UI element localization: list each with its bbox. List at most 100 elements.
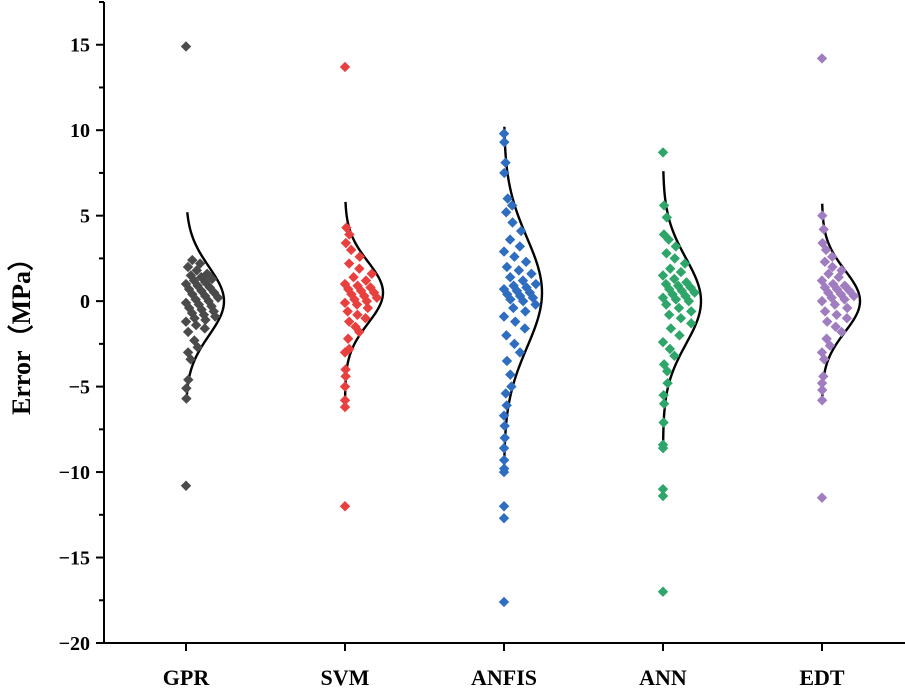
point-ann <box>679 258 691 269</box>
y-tick-label: −20 <box>59 633 90 655</box>
point-svm <box>348 272 359 283</box>
point-anfis <box>520 256 532 268</box>
point-ann <box>669 350 680 362</box>
point-edt <box>816 295 828 307</box>
point-edt <box>816 492 828 503</box>
point-gpr <box>182 261 194 273</box>
point-ann <box>689 287 700 298</box>
y-tick-label: 10 <box>70 120 90 142</box>
point-anfis <box>530 299 541 310</box>
point-anfis <box>509 338 520 350</box>
point-anfis <box>502 193 513 204</box>
point-edt <box>816 53 828 64</box>
point-gpr <box>180 316 192 327</box>
point-anfis <box>501 400 512 411</box>
point-edt <box>827 251 838 262</box>
point-svm <box>344 229 355 240</box>
point-anfis <box>504 234 516 245</box>
point-anfis <box>499 432 510 444</box>
point-edt <box>816 395 828 406</box>
point-svm <box>339 347 351 358</box>
point-anfis <box>506 381 517 392</box>
point-svm <box>339 297 351 309</box>
point-anfis <box>500 388 511 399</box>
point-svm <box>340 364 351 375</box>
point-anfis <box>499 420 510 432</box>
point-edt <box>823 268 834 279</box>
point-edt <box>831 309 842 321</box>
point-anfis <box>527 292 539 303</box>
point-edt <box>819 306 831 317</box>
point-svm <box>354 263 365 274</box>
point-ann <box>665 323 677 334</box>
point-edt <box>818 354 830 365</box>
point-gpr <box>180 480 192 491</box>
point-ann <box>663 309 675 321</box>
point-ann <box>663 234 674 245</box>
point-gpr <box>189 313 200 324</box>
x-tick-label-svm: SVM <box>321 665 370 690</box>
point-anfis <box>513 265 525 276</box>
point-gpr <box>212 292 224 303</box>
point-ann <box>664 343 676 355</box>
point-anfis <box>510 316 521 327</box>
point-anfis <box>499 167 510 179</box>
point-svm <box>351 299 363 310</box>
point-edt <box>818 371 829 382</box>
point-svm <box>360 275 372 286</box>
point-svm <box>366 268 377 279</box>
point-ann <box>673 302 685 314</box>
point-anfis <box>498 128 510 139</box>
point-svm <box>339 395 351 406</box>
point-ann <box>686 318 697 329</box>
point-anfis <box>499 136 510 148</box>
point-gpr <box>200 314 211 326</box>
point-edt <box>833 272 844 283</box>
point-anfis <box>507 217 518 228</box>
point-ann <box>657 270 669 281</box>
point-anfis <box>505 369 516 380</box>
point-gpr <box>196 285 207 297</box>
point-ann <box>661 299 672 310</box>
point-gpr <box>190 319 202 331</box>
point-edt <box>821 333 832 344</box>
point-edt <box>824 340 836 351</box>
point-edt <box>830 321 841 332</box>
point-ann <box>670 294 682 305</box>
point-gpr <box>185 354 196 365</box>
point-svm <box>343 316 355 327</box>
point-anfis <box>498 596 510 608</box>
point-edt <box>844 285 855 297</box>
point-anfis <box>514 241 526 252</box>
point-gpr <box>191 265 202 276</box>
point-edt <box>820 244 832 256</box>
point-gpr <box>182 326 194 338</box>
point-gpr <box>180 41 192 52</box>
point-anfis <box>500 207 512 218</box>
point-gpr <box>209 311 221 322</box>
point-anfis <box>526 268 537 279</box>
point-ann <box>658 200 670 211</box>
point-gpr <box>181 383 192 394</box>
point-anfis <box>498 410 510 421</box>
point-anfis <box>501 330 512 341</box>
point-anfis <box>498 454 510 466</box>
point-anfis <box>501 355 513 367</box>
point-anfis <box>508 302 519 314</box>
point-ann <box>669 273 680 285</box>
point-edt <box>817 384 828 396</box>
point-edt <box>823 287 834 298</box>
point-gpr <box>193 299 205 310</box>
point-ann <box>675 313 687 324</box>
point-gpr <box>199 323 210 334</box>
point-anfis <box>517 295 529 307</box>
point-edt <box>817 210 828 221</box>
point-edt <box>819 282 831 293</box>
y-tick-label: −15 <box>59 548 90 570</box>
point-edt <box>848 290 860 302</box>
point-anfis <box>500 157 511 168</box>
point-svm <box>339 61 351 73</box>
point-ann <box>657 483 669 495</box>
point-anfis <box>514 347 526 358</box>
point-edt <box>839 294 850 305</box>
